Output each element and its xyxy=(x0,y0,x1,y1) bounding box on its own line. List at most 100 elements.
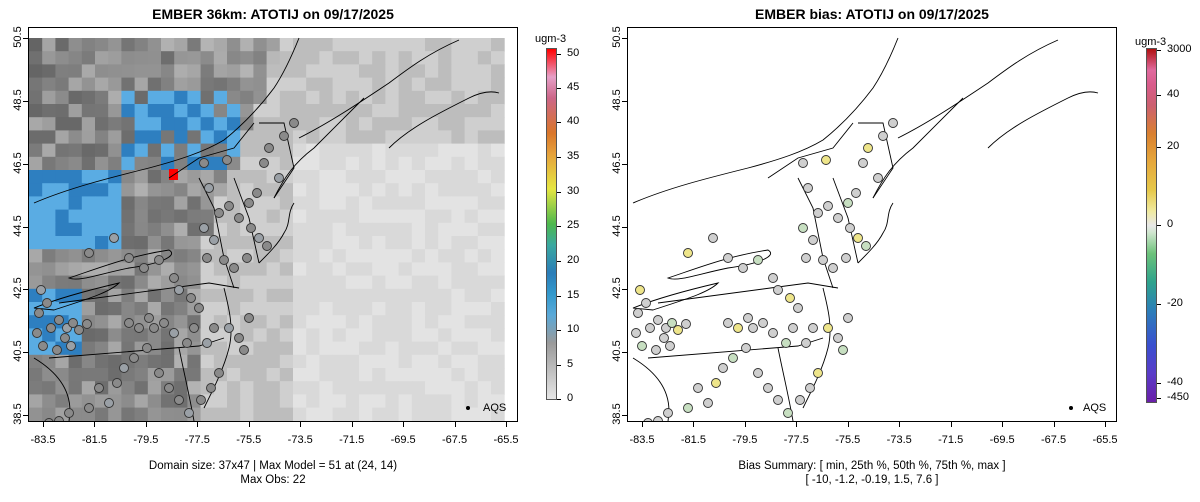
model-grid-cell xyxy=(134,51,149,65)
model-grid-cell xyxy=(253,275,268,290)
model-grid-cell xyxy=(464,407,479,421)
model-grid-cell xyxy=(187,236,202,250)
model-grid-cell xyxy=(81,38,96,52)
right-caption-summary: Bias Summary: [ min, 25th %, 50th %, 75t… xyxy=(738,460,1006,472)
station-marker xyxy=(813,208,823,218)
model-grid-cell xyxy=(385,209,400,224)
model-grid-cell xyxy=(95,51,109,65)
station-marker xyxy=(206,383,216,393)
model-grid-cell xyxy=(29,262,43,277)
model-grid-cell xyxy=(200,130,215,145)
model-grid-cell xyxy=(438,341,452,356)
model-grid-cell xyxy=(398,51,413,65)
model-grid-cell xyxy=(95,222,109,237)
model-grid-cell xyxy=(451,288,466,303)
colorbar-label: -450 xyxy=(1167,391,1190,403)
station-marker xyxy=(36,285,46,295)
station-marker xyxy=(214,208,224,218)
model-grid-cell xyxy=(279,38,294,52)
model-grid-cell xyxy=(29,196,43,211)
model-grid-cell xyxy=(491,183,505,197)
model-grid-cell xyxy=(345,341,360,356)
station-marker xyxy=(219,255,229,265)
station-marker xyxy=(209,235,219,245)
model-grid-cell xyxy=(372,275,386,290)
model-grid-cell xyxy=(319,51,334,65)
model-grid-cell xyxy=(411,381,426,395)
station-marker xyxy=(204,183,214,193)
station-marker xyxy=(813,368,823,378)
model-grid-cell xyxy=(121,262,136,277)
model-grid-cell xyxy=(187,104,202,118)
model-grid-cell xyxy=(411,90,426,105)
model-grid-cell xyxy=(491,341,505,356)
model-grid-cell xyxy=(108,315,122,329)
model-grid-cell xyxy=(332,64,347,79)
right-map[interactable] xyxy=(628,28,1116,421)
model-grid-cell xyxy=(68,77,83,92)
station-marker xyxy=(845,223,855,233)
left-colorbar xyxy=(546,48,557,400)
model-grid-cell xyxy=(147,262,162,277)
model-grid-cell xyxy=(464,90,479,105)
model-grid-cell xyxy=(385,236,400,250)
x-tick-label: -77.5 xyxy=(783,434,809,446)
left-legend-label: AQS xyxy=(483,402,507,414)
left-map[interactable] xyxy=(29,28,517,421)
model-grid-cell xyxy=(332,381,347,395)
model-grid-cell xyxy=(68,104,83,118)
y-tick-mark xyxy=(622,415,627,416)
x-tick-mark xyxy=(1053,422,1055,427)
station-marker xyxy=(44,418,54,421)
model-grid-cell xyxy=(95,90,109,105)
x-tick-label: -71.5 xyxy=(339,434,365,446)
model-grid-cell xyxy=(253,315,268,329)
model-grid-cell xyxy=(425,156,439,171)
model-grid-cell xyxy=(332,170,347,184)
station-marker xyxy=(711,378,721,388)
model-grid-cell xyxy=(279,368,294,382)
model-grid-cell xyxy=(174,381,188,395)
model-grid-cell xyxy=(477,249,492,263)
model-grid-cell xyxy=(332,341,347,356)
model-grid-cell xyxy=(213,38,228,52)
model-grid-cell xyxy=(240,262,254,277)
model-grid-cell xyxy=(253,38,268,52)
model-grid-cell xyxy=(68,196,83,211)
model-grid-cell xyxy=(359,77,373,92)
model-grid-cell xyxy=(319,262,334,277)
model-grid-cell xyxy=(108,341,122,356)
model-grid-cell xyxy=(174,302,188,316)
model-grid-cell xyxy=(253,249,268,263)
model-grid-cell xyxy=(121,117,136,131)
model-grid-cell xyxy=(266,381,281,395)
station-marker xyxy=(768,328,778,338)
station-marker xyxy=(863,143,873,153)
model-grid-cell xyxy=(398,222,413,237)
station-marker xyxy=(798,158,808,168)
model-grid-cell xyxy=(42,51,56,65)
station-marker xyxy=(841,253,851,263)
model-grid-cell xyxy=(451,209,466,224)
model-grid-cell xyxy=(200,77,215,92)
model-grid-cell xyxy=(293,328,307,343)
model-grid-cell xyxy=(174,209,188,224)
model-grid-cell xyxy=(187,249,202,263)
model-grid-cell xyxy=(174,77,188,92)
model-grid-cell xyxy=(227,236,241,250)
model-grid-cell xyxy=(332,183,347,197)
station-marker xyxy=(651,345,661,355)
model-grid-cell xyxy=(187,196,202,211)
model-grid-cell xyxy=(345,249,360,263)
model-grid-cell xyxy=(411,275,426,290)
model-grid-cell xyxy=(372,51,386,65)
model-grid-cell xyxy=(55,183,70,197)
station-marker xyxy=(259,158,269,168)
model-grid-cell xyxy=(359,143,373,158)
model-grid-cell xyxy=(359,170,373,184)
y-tick-label: 50.5 xyxy=(611,26,623,48)
model-grid-cell xyxy=(451,77,466,92)
model-grid-cell xyxy=(372,394,386,409)
model-grid-cell xyxy=(332,130,347,145)
model-grid-cell xyxy=(134,236,149,250)
